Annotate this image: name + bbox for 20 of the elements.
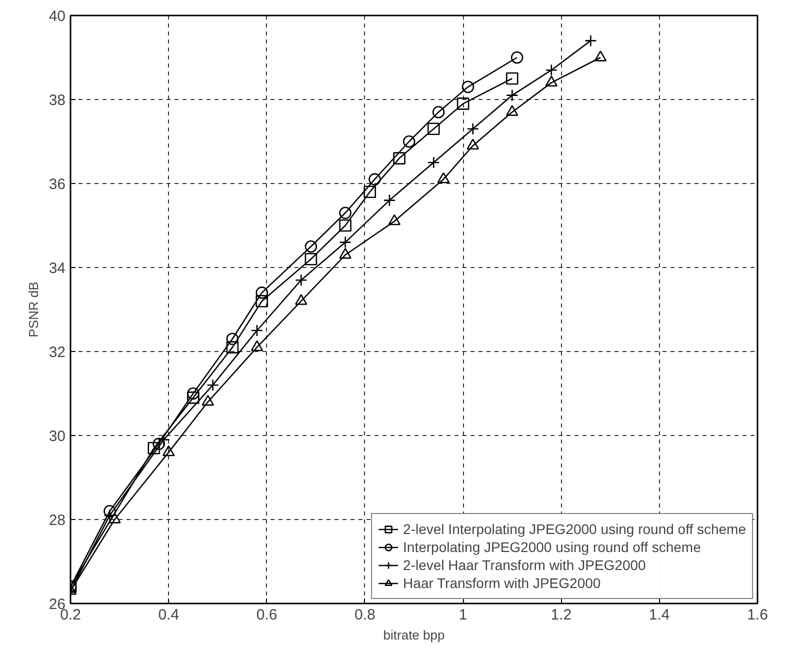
y-tick-label: 28 xyxy=(48,512,66,529)
y-tick-label: 38 xyxy=(48,92,66,109)
x-tick-label: 0.8 xyxy=(354,606,376,624)
legend-label: 2-level Interpolating JPEG2000 using round off scheme xyxy=(403,520,746,538)
x-tick-label: 1.2 xyxy=(550,606,572,624)
y-tick-label: 30 xyxy=(48,428,66,445)
legend-label: Interpolating JPEG2000 using round off scheme xyxy=(403,538,701,556)
y-tick-label: 32 xyxy=(48,344,66,361)
y-tick-label: 40 xyxy=(48,8,66,25)
x-tick-label: 1.4 xyxy=(648,606,670,624)
y-tick-label: 36 xyxy=(48,176,66,193)
y-tick-label: 34 xyxy=(48,260,66,277)
legend-label: Haar Transform with JPEG2000 xyxy=(403,574,601,592)
x-tick-label: 0.4 xyxy=(158,606,180,624)
x-tick-label: 1 xyxy=(458,606,468,624)
x-tick-label: 1.6 xyxy=(747,606,768,624)
y-axis-title: PSNR dB xyxy=(26,282,41,338)
x-axis-title: bitrate bpp xyxy=(383,628,445,642)
legend-label: 2-level Haar Transform with JPEG2000 xyxy=(403,556,646,574)
x-tick-label: 0.6 xyxy=(256,606,278,624)
